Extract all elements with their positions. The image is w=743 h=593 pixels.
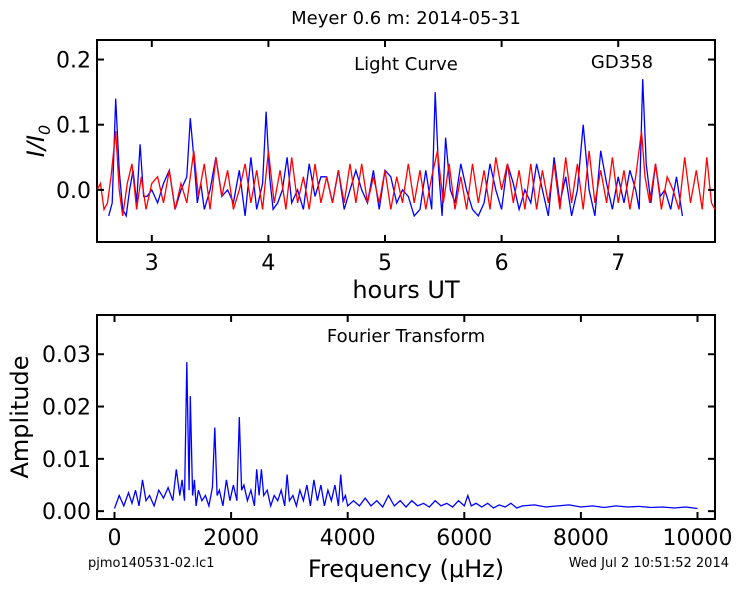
light-curve-ylabel: I/I0 [22, 125, 54, 157]
fourier-title: Fourier Transform [327, 326, 485, 347]
light-curve-series [96, 79, 716, 218]
light-curve-ytick-label: 0.1 [56, 114, 91, 139]
light-curve-title: Light Curve [354, 54, 458, 75]
fourier-xtick-label: 8000 [553, 526, 609, 551]
footer-filename: pjmo140531-02.lc1 [88, 556, 215, 571]
light-curve-xtick-label: 3 [145, 251, 159, 276]
fourier-xtick-label: 0 [107, 526, 121, 551]
light-curve-ytick-label: 0.2 [56, 49, 91, 74]
fourier-series [113, 362, 698, 510]
fourier-ylabel: Amplitude [6, 356, 34, 479]
fourier-panel: 0 2000 4000 6000 8000 10000 0.00 0.01 0.02 0.03 F… [6, 314, 733, 583]
fourier-series-line-0 [113, 362, 698, 510]
fourier-xtick-label: 4000 [320, 526, 376, 551]
light-curve-xtick-label: 7 [611, 251, 625, 276]
light-curve-xtick-label: 4 [261, 251, 275, 276]
fourier-ticks: 0 2000 4000 6000 8000 10000 0.00 0.01 0.02 0.03 [42, 315, 733, 551]
light-curve-series-line-1 [96, 131, 716, 216]
fourier-xtick-label: 10000 [663, 526, 733, 551]
fourier-ytick-label: 0.00 [42, 500, 91, 525]
light-curve-ytick-label: 0.0 [56, 179, 91, 204]
fourier-xlabel: Frequency (μHz) [308, 555, 504, 583]
fourier-xtick-label: 6000 [436, 526, 492, 551]
fourier-xtick-label: 2000 [203, 526, 259, 551]
light-curve-ticks: 3 4 5 6 7 0.0 0.1 0.2 [56, 40, 715, 276]
footer-timestamp: Wed Jul 2 10:51:52 2014 [569, 556, 729, 571]
light-curve-xtick-label: 5 [378, 251, 392, 276]
fourier-frame [96, 314, 716, 520]
star-label: GD358 [591, 52, 653, 73]
light-curve-xlabel: hours UT [352, 276, 460, 304]
light-curve-panel: 3 4 5 6 7 0.0 0.1 0.2 Light Curve GD358 hours U… [22, 39, 716, 304]
figure-title: Meyer 0.6 m: 2014-05-31 [291, 8, 521, 29]
light-curve-frame [96, 39, 716, 243]
fourier-ytick-label: 0.01 [42, 448, 91, 473]
fourier-ytick-label: 0.03 [42, 343, 91, 368]
fourier-ytick-label: 0.02 [42, 396, 91, 421]
light-curve-xtick-label: 6 [495, 251, 509, 276]
